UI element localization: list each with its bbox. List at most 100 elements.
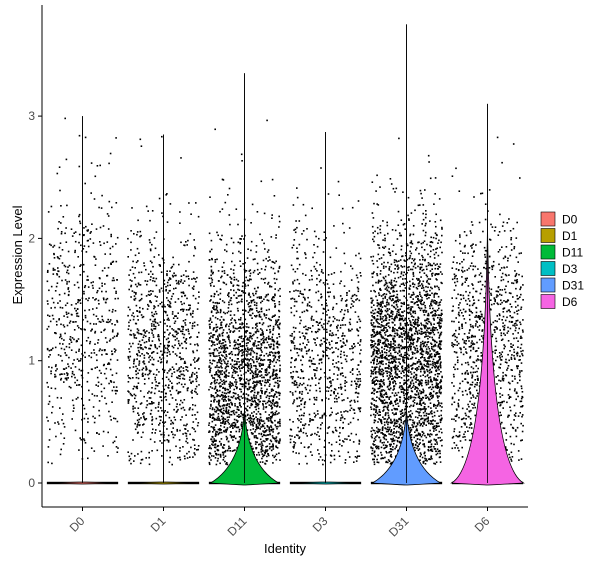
data-point [310,317,313,319]
data-point [246,338,249,341]
data-point [424,234,427,237]
data-point [398,343,400,346]
data-point [263,359,266,361]
data-point [277,385,280,387]
data-point [438,347,441,349]
data-point [270,411,272,414]
data-point [440,387,443,390]
data-point [162,368,164,371]
data-point [249,307,252,310]
data-point [213,396,216,399]
data-point [145,295,148,297]
data-point [235,398,237,400]
data-point [53,244,56,247]
data-point [59,333,62,336]
data-point [58,257,61,260]
data-point [276,413,279,415]
data-point [247,337,249,339]
data-point [154,387,157,390]
data-point [393,413,395,416]
data-point [172,256,174,259]
data-point [245,276,247,279]
data-point [147,353,149,355]
data-point [323,323,325,325]
data-point [384,446,386,449]
data-point [190,213,192,215]
data-point [434,300,436,302]
data-point [116,420,119,423]
data-point [155,417,158,420]
data-point [148,340,150,342]
data-point [309,356,311,359]
data-point [149,318,152,321]
data-point [276,340,279,343]
data-point [339,439,341,441]
data-point [52,267,55,270]
data-point [129,355,132,358]
data-point [427,379,430,382]
data-point [358,408,361,411]
data-point [323,412,326,415]
data-point [249,429,252,431]
data-point [210,405,212,407]
data-point [350,432,353,435]
data-point [220,394,223,396]
data-point [89,342,91,345]
data-point [400,245,403,247]
data-point [231,260,233,263]
data-point [384,239,386,242]
data-point [159,264,161,267]
data-point [270,285,273,288]
data-point [314,268,317,270]
data-point [306,228,308,230]
data-point [169,325,171,328]
data-point [256,427,258,430]
data-point [227,310,230,313]
data-point [229,341,231,344]
data-point [273,437,275,439]
data-point [50,372,52,375]
data-point [106,274,109,277]
data-point [185,342,188,344]
data-point [216,326,219,328]
data-point [174,344,176,346]
data-point [56,396,59,399]
data-point [133,362,135,365]
data-point [163,345,165,348]
data-point [135,322,138,325]
data-point [359,326,361,329]
data-point [278,355,281,357]
data-point [274,323,277,326]
data-point [258,322,261,324]
data-point [250,366,253,369]
data-point [269,351,271,354]
data-point [169,456,171,459]
data-point [269,328,271,331]
data-point [253,435,256,437]
data-point [90,352,93,354]
data-point [90,192,92,194]
data-point [359,340,362,343]
data-point [221,391,224,394]
data-point [359,383,361,386]
data-point [342,421,344,424]
data-point [357,364,360,366]
data-point [191,373,193,376]
data-point [57,354,60,356]
data-point [218,402,220,405]
data-point [307,350,310,352]
data-point [241,421,243,424]
data-point [239,364,241,366]
data-point [304,325,307,328]
data-point [343,285,346,287]
data-point [140,402,143,404]
data-point [252,292,254,295]
data-point [224,387,226,390]
data-point [390,283,392,285]
data-point [143,341,146,344]
data-point [213,334,216,336]
data-point [251,299,254,302]
data-point [292,282,294,285]
data-point [166,281,169,284]
data-point [151,332,153,334]
